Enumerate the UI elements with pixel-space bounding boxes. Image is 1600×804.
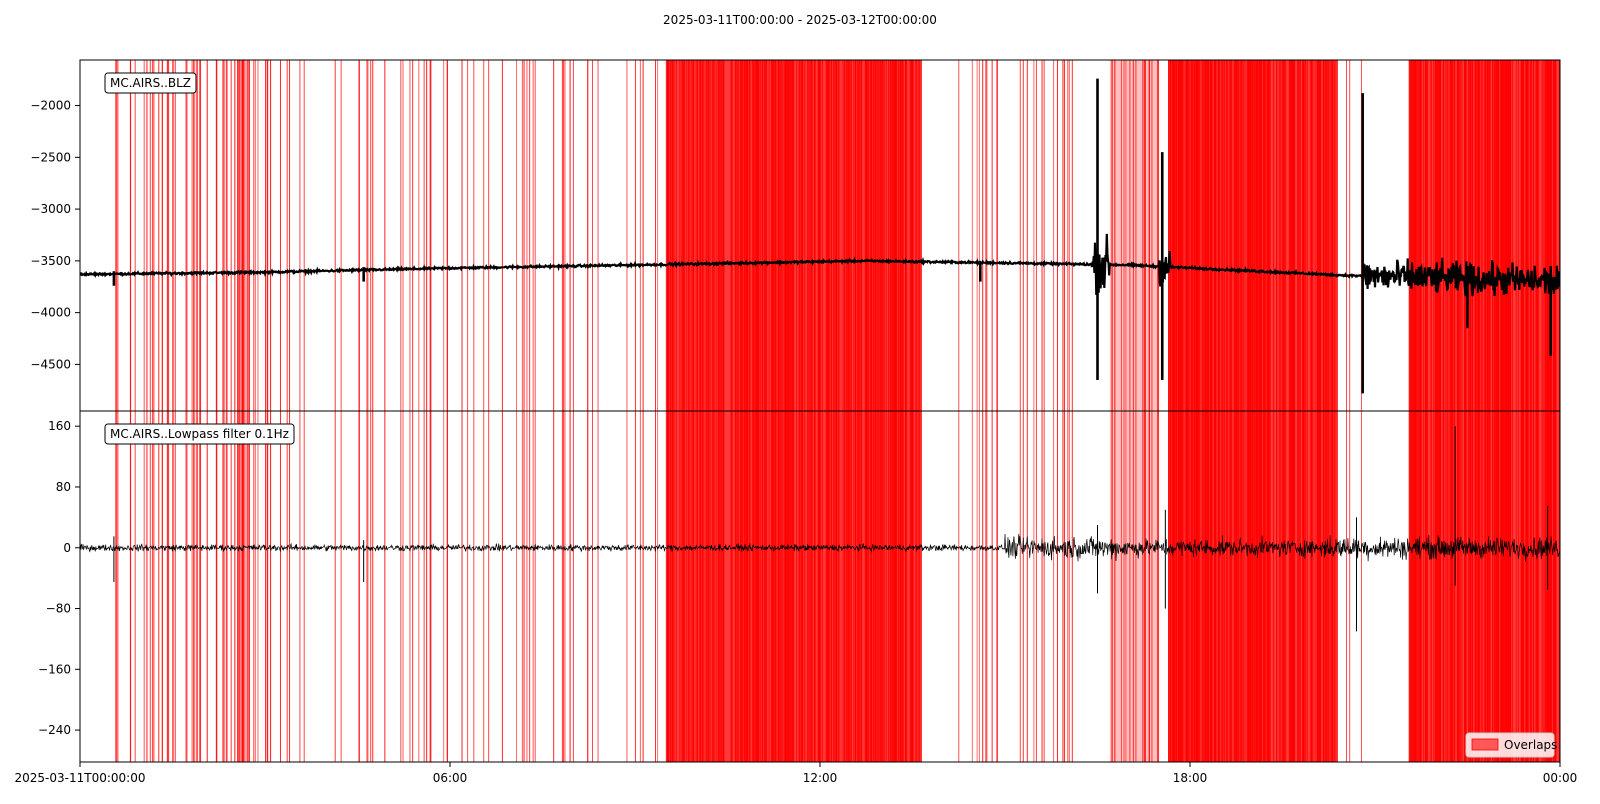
panel-blz: −2000 −2500 −3000 −3500 −4000 −4500 MC.AIRS..… [30,59,1561,412]
overlap-tint [1109,60,1160,411]
trace-label-blz: MC.AIRS..BLZ [110,76,191,90]
overlaps-layer-top [115,60,1560,411]
y-tick-label: −80 [46,602,71,616]
trace-blz-line [80,233,1560,297]
panel-lowpass: 160 80 0 −80 −160 −240 MC.AIRS..Lowpass filte… [38,410,1561,763]
overlap-tint [1109,411,1160,762]
y-tick-label: 160 [48,419,71,433]
y-tick-label: −240 [38,723,71,737]
overlaps-layer-bottom [115,411,1560,762]
y-tick-label: 0 [63,541,71,555]
x-tick-label: 06:00 [433,771,468,785]
y-tick-label: −4500 [30,357,71,371]
y-tick-label: −160 [38,662,71,676]
trace-blz [80,78,1560,394]
label-box-bottom: MC.AIRS..Lowpass filter 0.1Hz [104,423,295,445]
y-axis-bottom: 160 80 0 −80 −160 −240 [38,419,80,737]
legend-label: Overlaps [1504,738,1557,752]
trace-label-lowpass: MC.AIRS..Lowpass filter 0.1Hz [110,427,289,441]
trace-lowpass [80,426,1560,632]
x-tick-label: 18:00 [1173,771,1208,785]
legend: Overlaps [1465,732,1557,758]
x-tick-label: 00:00 [1543,771,1578,785]
x-axis: 2025-03-11T00:00:00 06:00 12:00 18:00 00:00 [15,762,1578,785]
y-tick-label: 80 [56,480,71,494]
figure-title: 2025-03-11T00:00:00 - 2025-03-12T00:00:0… [663,13,937,27]
y-tick-label: −2500 [30,150,71,164]
x-tick-label: 2025-03-11T00:00:00 [15,771,146,785]
y-tick-label: −3500 [30,254,71,268]
legend-swatch [1471,738,1499,751]
y-tick-label: −4000 [30,306,71,320]
trace-lowpass-line [80,533,1560,562]
label-box-top: MC.AIRS..BLZ [104,72,197,94]
y-axis-top: −2000 −2500 −3000 −3500 −4000 −4500 [30,99,80,371]
y-tick-label: −3000 [30,202,71,216]
x-tick-label: 12:00 [803,771,838,785]
y-tick-label: −2000 [30,99,71,113]
